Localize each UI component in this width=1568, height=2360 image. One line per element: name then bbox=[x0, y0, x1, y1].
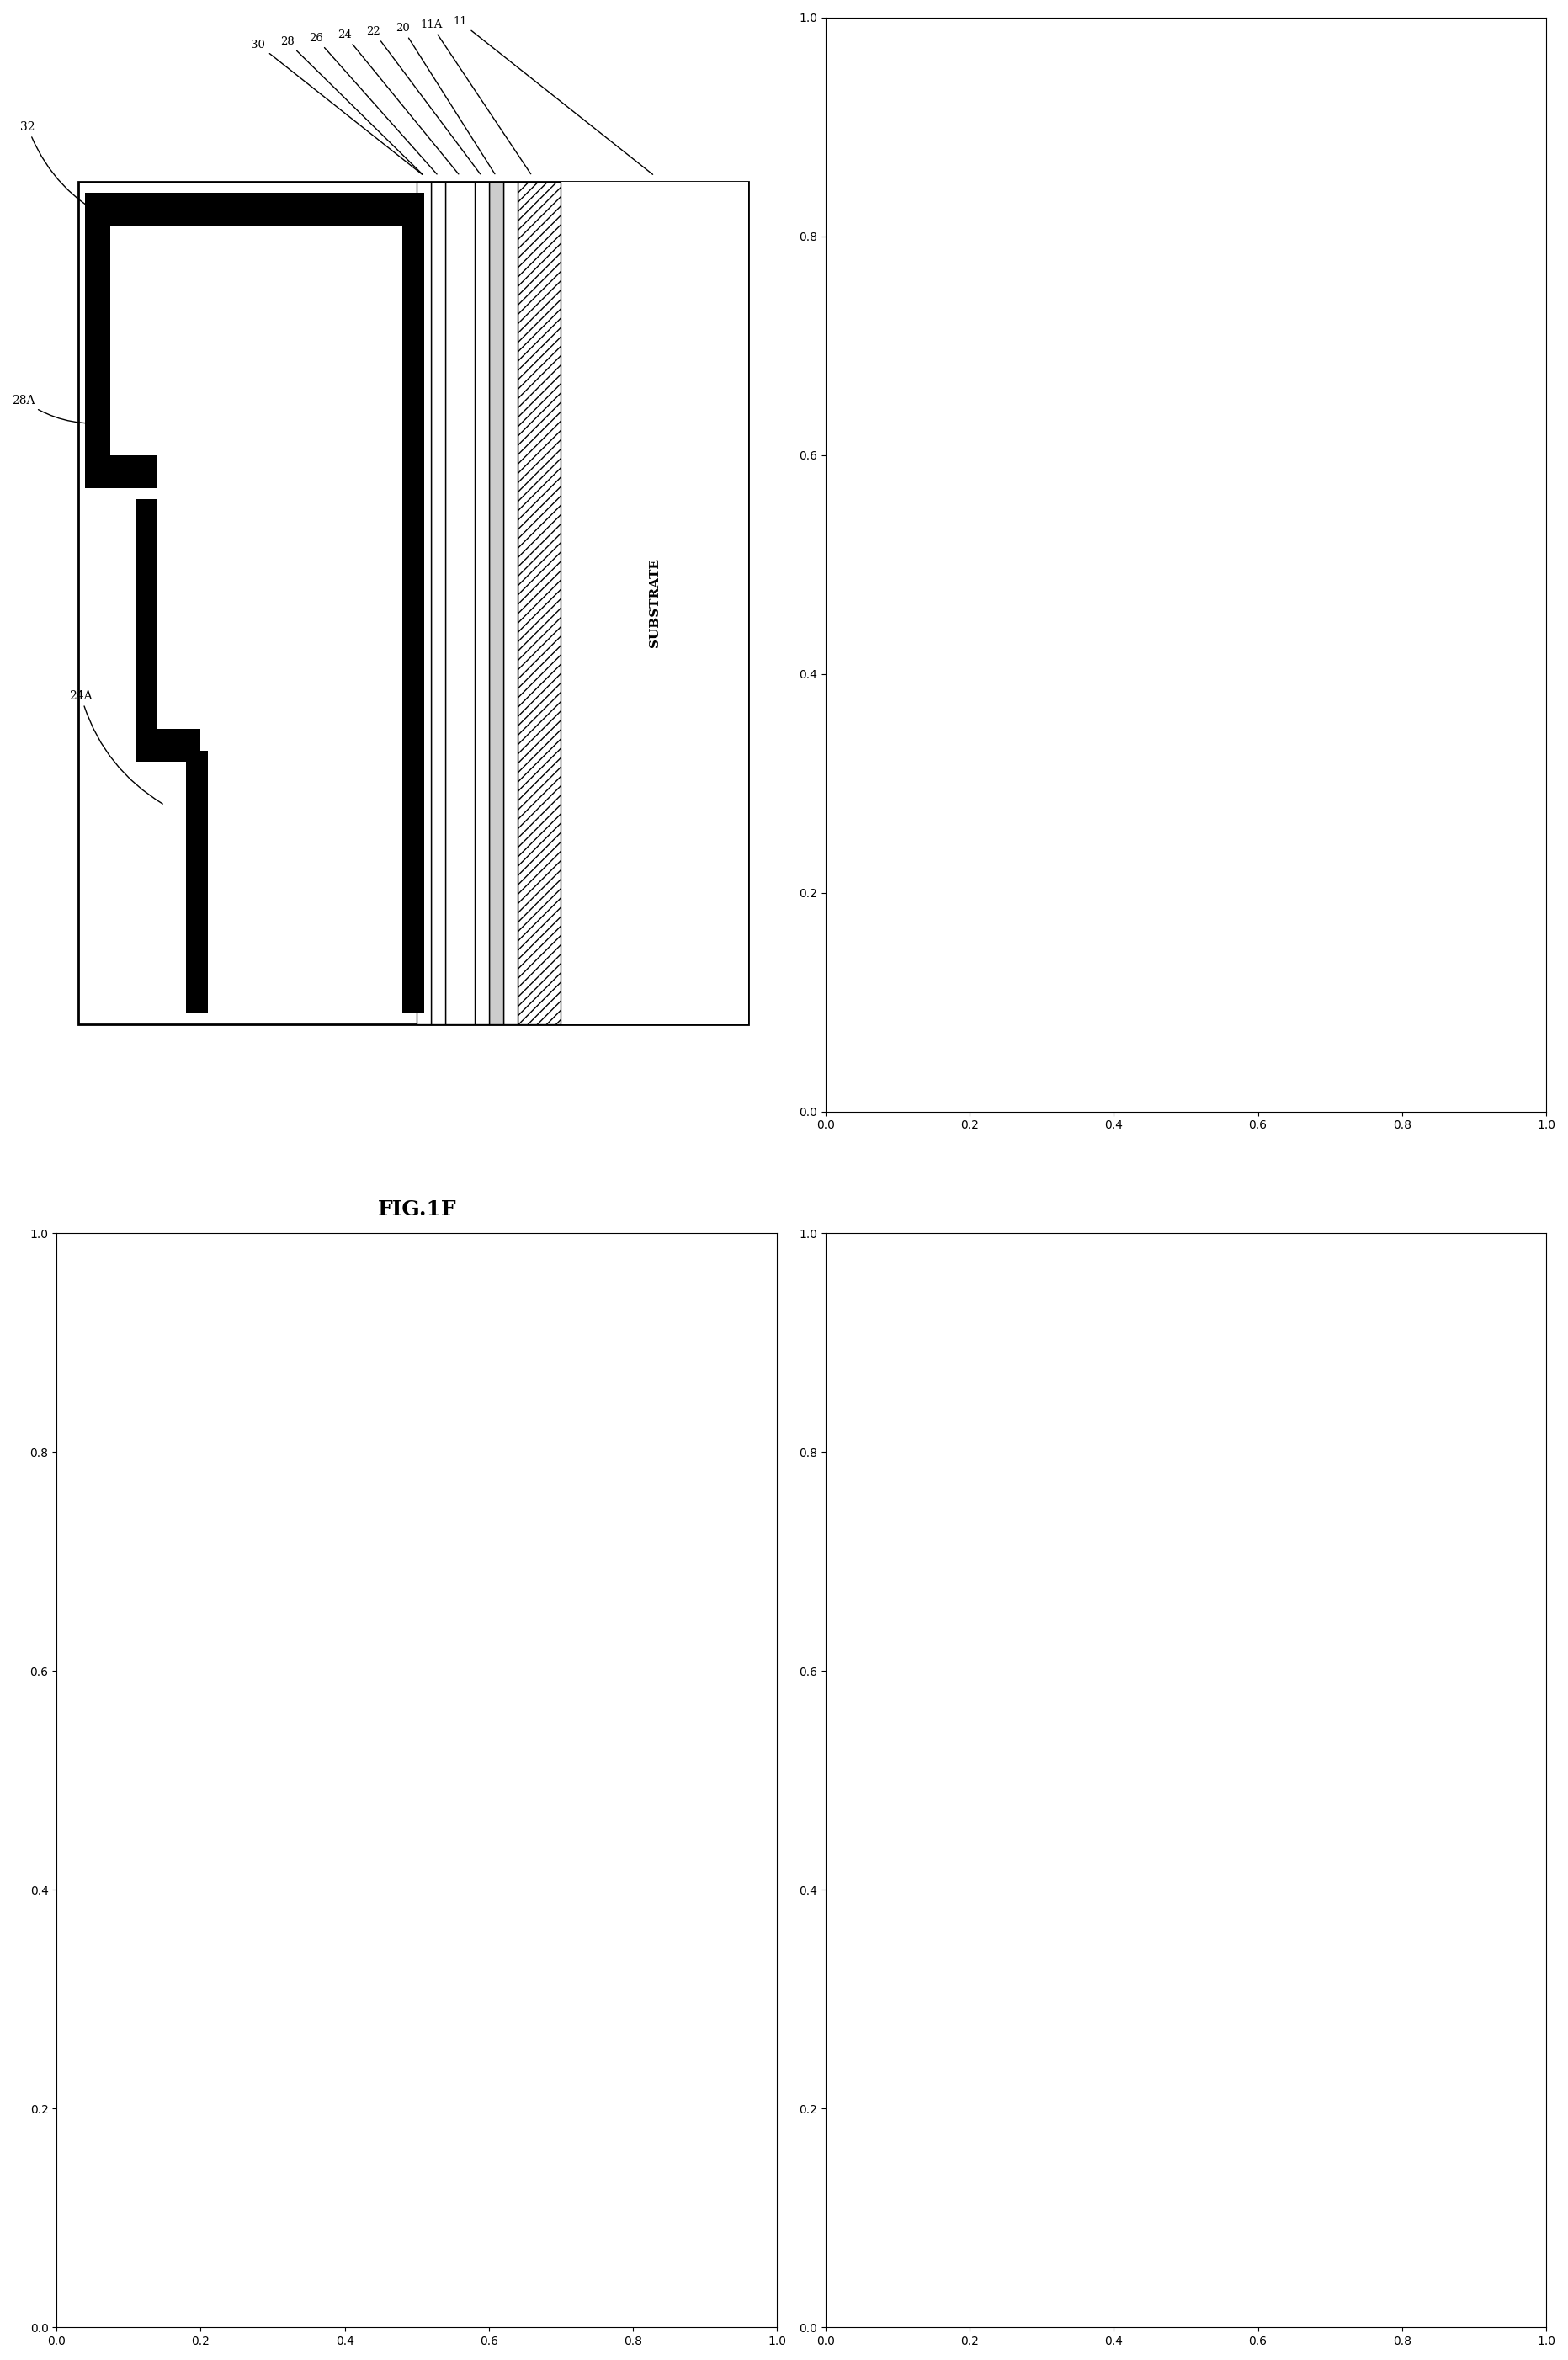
Text: 20: 20 bbox=[395, 24, 495, 175]
Text: FIG.1F: FIG.1F bbox=[378, 1199, 456, 1220]
Text: 32: 32 bbox=[20, 120, 108, 219]
Bar bbox=[78, 182, 748, 1024]
Bar bbox=[187, 750, 209, 1012]
Bar bbox=[162, 510, 395, 729]
Bar bbox=[417, 182, 431, 1024]
Text: 24A: 24A bbox=[69, 689, 163, 805]
Bar bbox=[85, 191, 417, 224]
Text: 24: 24 bbox=[337, 28, 458, 175]
Text: 30: 30 bbox=[251, 40, 422, 175]
Bar bbox=[431, 182, 445, 1024]
Bar bbox=[136, 498, 157, 750]
Text: SUBSTRATE: SUBSTRATE bbox=[649, 557, 660, 647]
Text: 28A: 28A bbox=[13, 394, 108, 422]
Bar bbox=[209, 772, 395, 1008]
Bar bbox=[475, 182, 489, 1024]
Text: 11A: 11A bbox=[420, 19, 532, 175]
Text: 11: 11 bbox=[453, 17, 652, 175]
Bar bbox=[85, 455, 157, 489]
Text: 22: 22 bbox=[367, 26, 480, 175]
Text: 28: 28 bbox=[281, 35, 422, 175]
Bar bbox=[445, 182, 475, 1024]
Bar bbox=[111, 215, 395, 455]
Bar bbox=[503, 182, 517, 1024]
Bar bbox=[489, 182, 503, 1024]
Bar bbox=[85, 215, 111, 477]
Bar bbox=[517, 182, 561, 1024]
Bar bbox=[136, 729, 201, 762]
Text: 26: 26 bbox=[309, 33, 437, 175]
Bar bbox=[403, 191, 423, 1012]
Bar bbox=[561, 182, 748, 1024]
